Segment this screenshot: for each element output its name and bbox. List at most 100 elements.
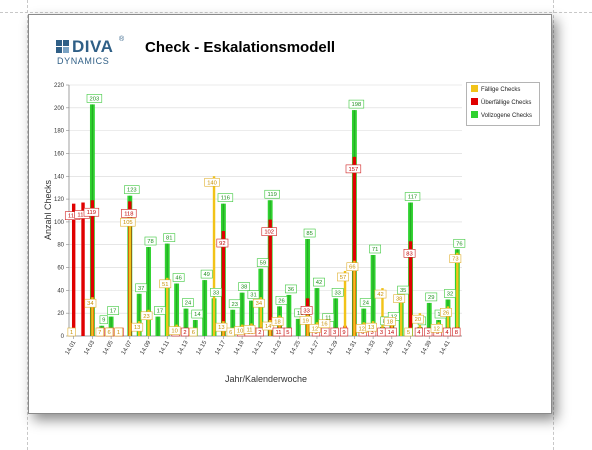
- value-label-faellig: 140: [207, 180, 217, 186]
- value-label-faellig: 13: [134, 325, 140, 331]
- value-label-ueberfaellig-box: [403, 249, 416, 258]
- value-label-vollzogen: 33: [334, 290, 340, 296]
- guide-line: [27, 0, 28, 450]
- value-label-vollzogen: 78: [147, 239, 153, 245]
- value-label-faellig-box: [393, 294, 406, 303]
- value-label-vollzogen: 59: [260, 261, 266, 267]
- value-label-faellig: 10: [237, 329, 243, 335]
- value-label-faellig-box: [299, 316, 312, 325]
- chart-legend: Fällige Checks Überfällige Checks Vollzo…: [466, 82, 540, 126]
- bar-vollzogen-core: [157, 316, 159, 336]
- value-label-ueberfaellig-box: [339, 327, 349, 337]
- value-label-ueberfaellig: 2: [324, 330, 327, 336]
- value-label-faellig: 34: [87, 301, 94, 307]
- value-label-vollzogen-box: [228, 299, 241, 309]
- value-label-faellig: 38: [396, 297, 402, 303]
- bar-ueberfaellig: [81, 202, 85, 336]
- value-label-faellig: 1: [70, 330, 73, 336]
- value-label-ueberfaellig: 118: [124, 211, 133, 217]
- x-tick-label: 14.37: [402, 339, 415, 356]
- bar-vollzogen-core: [250, 300, 253, 336]
- value-label-vollzogen: 11: [325, 315, 331, 321]
- value-label-vollzogen: 9: [102, 318, 105, 324]
- value-label-faellig-box: [114, 327, 123, 337]
- value-label-faellig: 13: [218, 325, 224, 331]
- value-label-vollzogen: 46: [175, 276, 181, 282]
- y-tick-label: 140: [54, 174, 65, 180]
- value-label-faellig-box: [309, 324, 321, 333]
- guide-line: [0, 12, 592, 13]
- value-label-faellig: 6: [229, 330, 232, 336]
- value-label-faellig-box: [189, 327, 198, 337]
- value-label-vollzogen: 23: [232, 302, 238, 308]
- diva-logo: DIVA ® DYNAMICS: [56, 36, 136, 70]
- bar-faellig: [128, 216, 132, 336]
- value-label-vollzogen-box: [404, 192, 421, 201]
- bar-faellig: [446, 306, 450, 336]
- value-label-faellig: 11: [246, 327, 252, 333]
- bar-faellig: [147, 309, 150, 336]
- y-tick-label: 100: [54, 220, 65, 226]
- value-label-faellig-box: [243, 325, 256, 334]
- value-label-ueberfaellig: 4: [445, 330, 449, 336]
- value-label-vollzogen: 24: [185, 301, 192, 307]
- x-tick-label: 14.35: [383, 339, 396, 356]
- bar-vollzogen-core: [204, 280, 206, 336]
- value-label-vollzogen-box: [210, 288, 222, 297]
- value-label-faellig-box: [262, 321, 275, 331]
- value-label-faellig: 20: [415, 317, 421, 323]
- value-label-faellig: 6: [107, 330, 110, 336]
- value-label-vollzogen-box: [303, 228, 316, 238]
- value-label-faellig: 7: [98, 330, 101, 336]
- y-tick-label: 20: [57, 311, 64, 317]
- value-label-faellig: 12: [312, 326, 318, 332]
- bar-vollzogen-core: [316, 288, 318, 336]
- chart-frame: [28, 14, 552, 414]
- value-label-ueberfaellig: 11: [276, 330, 282, 336]
- bar-vollzogen-core: [288, 294, 290, 336]
- value-label-vollzogen-box: [247, 290, 260, 299]
- x-tick-label: 14.13: [177, 339, 190, 356]
- value-label-faellig: 19: [302, 318, 308, 324]
- x-tick-label: 14.09: [140, 339, 153, 356]
- value-label-faellig-box: [404, 327, 413, 337]
- value-label-faellig: 6: [192, 330, 195, 336]
- value-label-faellig-box: [271, 317, 284, 326]
- value-label-faellig-box: [337, 272, 349, 282]
- brand-subtitle: DYNAMICS: [57, 56, 110, 66]
- x-tick-label: 14.39: [420, 339, 433, 356]
- value-label-vollzogen-box: [275, 296, 288, 305]
- value-label-vollzogen: 14: [194, 312, 201, 318]
- y-tick-label: 160: [54, 151, 65, 157]
- value-label-ueberfaellig: 92: [219, 241, 225, 247]
- bar-vollzogen-core: [428, 302, 430, 336]
- value-label-vollzogen: 26: [278, 298, 284, 304]
- legend-item-faellig: Fällige Checks: [471, 85, 520, 95]
- value-label-vollzogen: 29: [428, 295, 434, 301]
- y-tick-label: 180: [54, 129, 65, 135]
- legend-item-ueberfaellig: Überfällige Checks: [471, 98, 531, 108]
- value-label-ueberfaellig-box: [216, 238, 229, 248]
- value-label-ueberfaellig-box: [452, 327, 461, 337]
- bar-faellig: [456, 252, 459, 336]
- chart-title: Check - Eskalationsmodell: [145, 39, 336, 56]
- value-label-ueberfaellig: 2: [258, 330, 261, 336]
- bar-faellig: [166, 277, 169, 336]
- value-label-ueberfaellig: 14: [388, 330, 395, 336]
- value-label-vollzogen-box: [107, 306, 120, 315]
- bar-ueberfaellig: [90, 200, 95, 336]
- value-label-ueberfaellig-box: [261, 227, 277, 236]
- value-label-vollzogen: 38: [241, 285, 247, 291]
- value-label-vollzogen-box: [256, 258, 269, 267]
- value-label-vollzogen: 119: [268, 192, 277, 198]
- value-label-vollzogen: 203: [90, 96, 100, 102]
- value-label-faellig-box: [346, 262, 359, 272]
- value-label-ueberfaellig-box: [384, 327, 397, 337]
- legend-item-vollzogen: Vollzogene Checks: [471, 111, 532, 121]
- value-label-ueberfaellig: 119: [87, 210, 96, 216]
- diva-logo-mark-icon: [56, 40, 69, 53]
- value-label-faellig: 16: [321, 322, 327, 328]
- bar-faellig: [381, 288, 384, 336]
- value-label-faellig: 51: [162, 282, 168, 288]
- value-label-ueberfaellig: 33: [303, 308, 309, 314]
